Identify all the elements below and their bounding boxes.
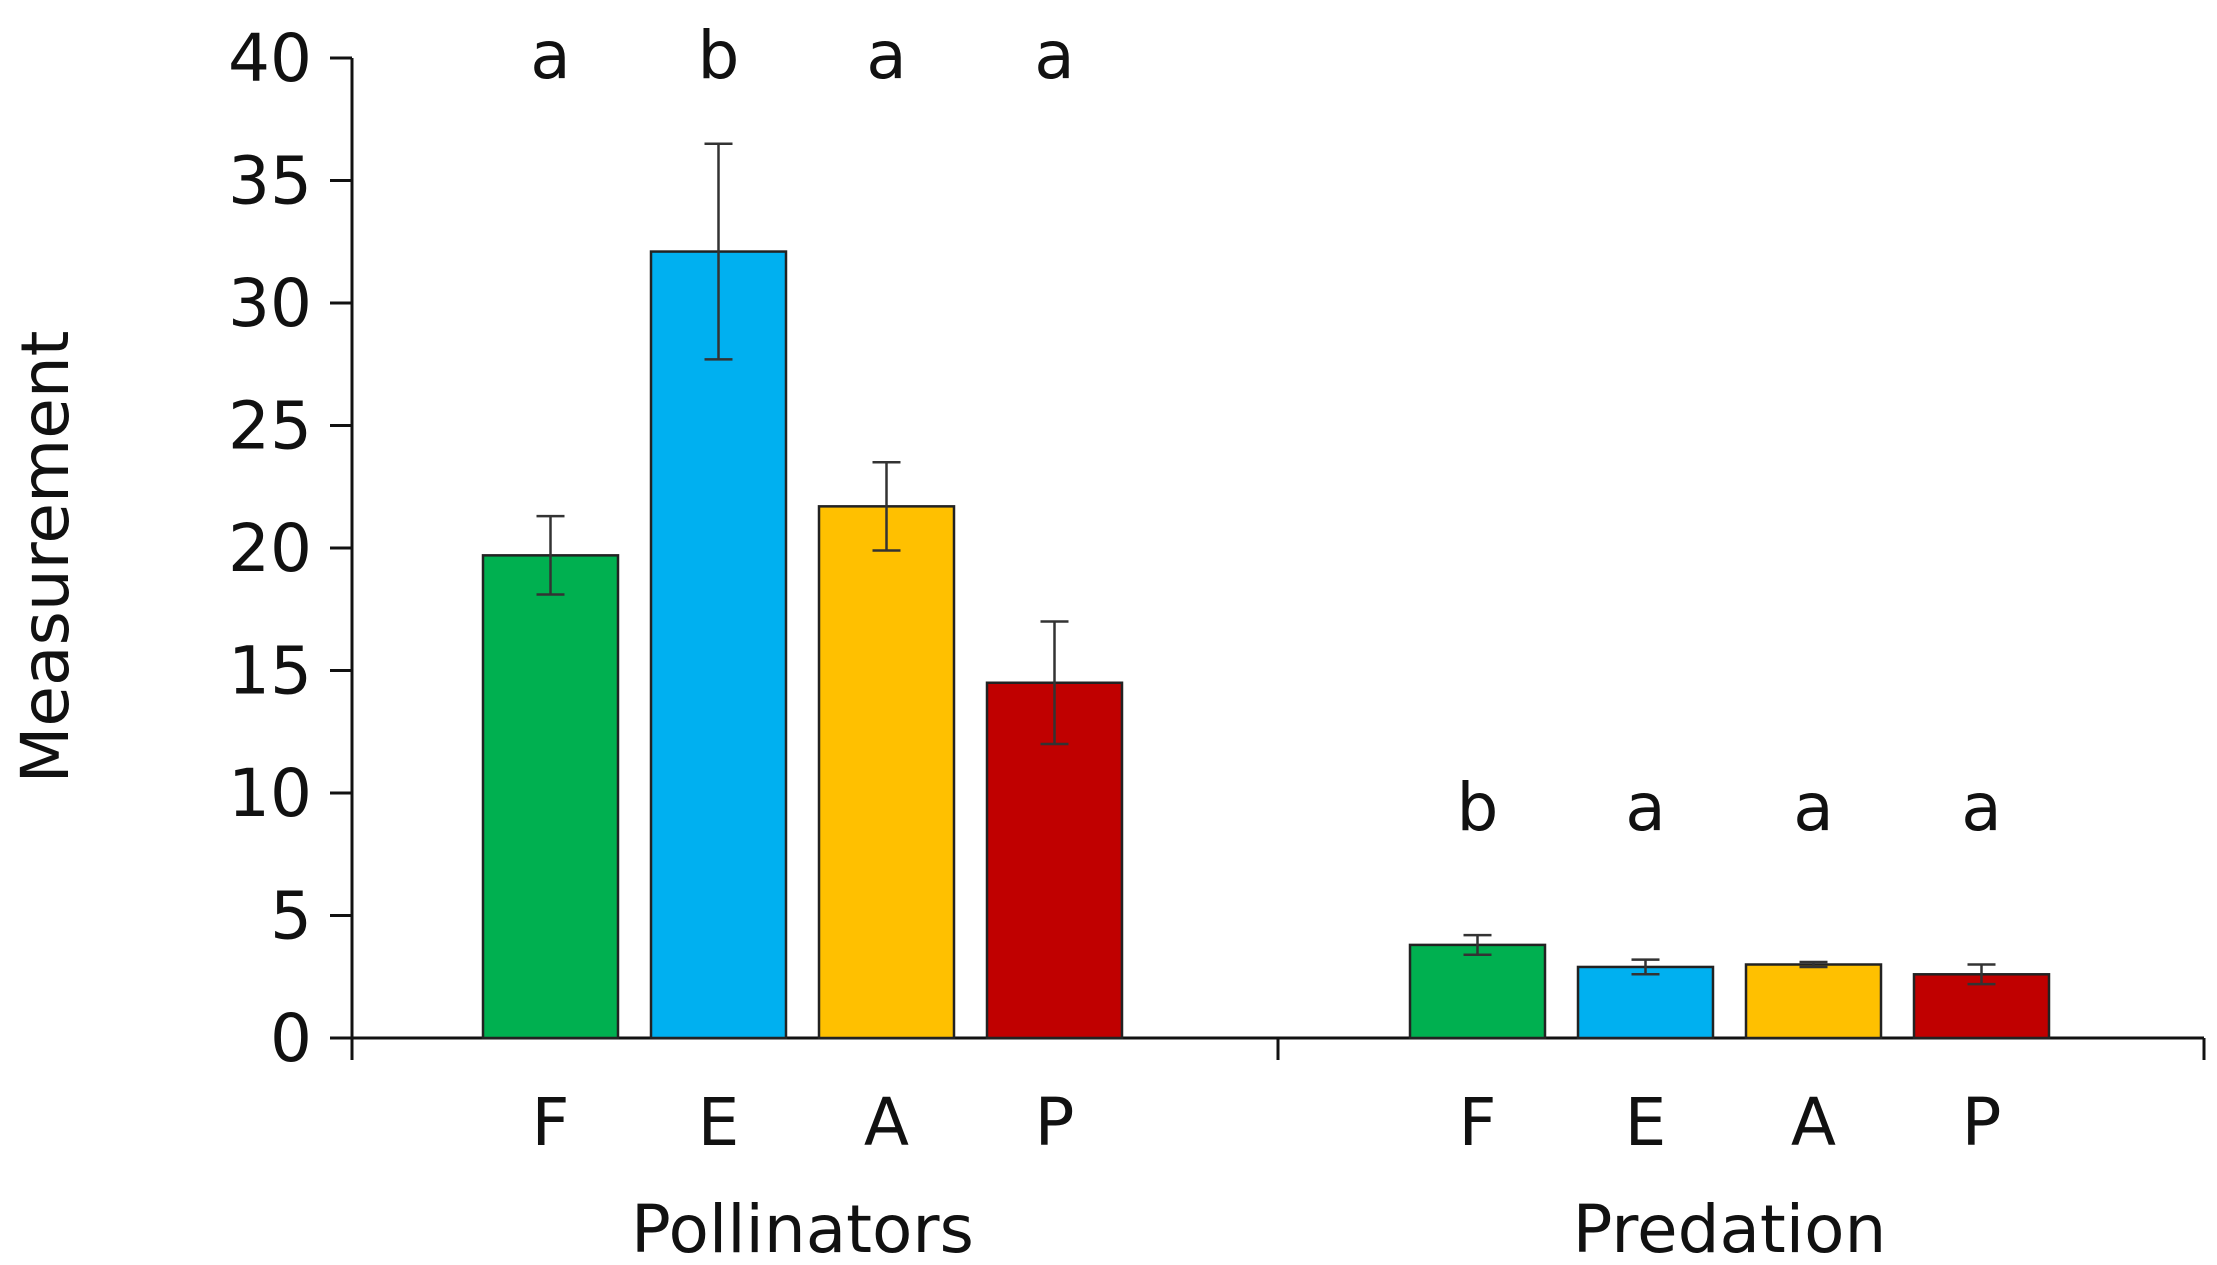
x-category-label: F bbox=[1459, 1084, 1497, 1161]
y-tick-label: 20 bbox=[228, 510, 312, 587]
group-label-predation: Predation bbox=[1573, 1191, 1887, 1265]
y-tick-label: 0 bbox=[270, 1000, 312, 1077]
significance-letter: a bbox=[866, 17, 906, 94]
significance-letter: a bbox=[1961, 769, 2001, 846]
y-tick-label: 10 bbox=[228, 755, 312, 832]
bars bbox=[481, 142, 2051, 1040]
x-category-label: P bbox=[1962, 1084, 2002, 1161]
significance-letter: a bbox=[530, 17, 570, 94]
y-tick-label: 5 bbox=[270, 878, 312, 955]
error-bar bbox=[704, 142, 733, 361]
group-label-pollinators: Pollinators bbox=[631, 1191, 974, 1265]
y-axis-label: Measurement bbox=[7, 330, 84, 783]
x-category-label: E bbox=[1625, 1084, 1667, 1161]
significance-letter: a bbox=[1625, 769, 1665, 846]
error-bar bbox=[1967, 963, 1996, 986]
bar-predation-e bbox=[1576, 965, 1715, 1040]
bar-predation-a bbox=[1744, 963, 1883, 1040]
y-tick-label: 40 bbox=[228, 20, 312, 97]
error-bar bbox=[1799, 960, 1828, 969]
error-bar bbox=[536, 514, 565, 596]
x-category-label: A bbox=[864, 1084, 909, 1161]
significance-letter: a bbox=[1793, 769, 1833, 846]
y-tick-label: 15 bbox=[228, 633, 312, 710]
x-category-label: P bbox=[1035, 1084, 1075, 1161]
y-tick-label: 30 bbox=[228, 265, 312, 342]
x-category-label: E bbox=[698, 1084, 740, 1161]
significance-letter: b bbox=[1457, 769, 1499, 846]
error-bar bbox=[872, 461, 901, 552]
significance-letter: a bbox=[1034, 17, 1074, 94]
x-axis bbox=[350, 1036, 2206, 1060]
x-category-label: A bbox=[1791, 1084, 1836, 1161]
bar-pollinators-e bbox=[649, 250, 788, 1040]
bar-pollinators-f bbox=[481, 554, 620, 1040]
y-tick-label: 35 bbox=[228, 143, 312, 220]
error-bar bbox=[1631, 958, 1660, 976]
error-bar bbox=[1040, 620, 1069, 746]
x-category-label: F bbox=[532, 1084, 570, 1161]
labels: Fa Eb Aa Pa Pollinators Fb Ea Aa Pa Predation bbox=[530, 17, 2001, 1265]
y-axis: 0 5 10 15 20 25 30 35 40 bbox=[228, 20, 354, 1077]
bar-pollinators-a bbox=[817, 505, 956, 1040]
error-bar bbox=[1463, 933, 1492, 956]
y-tick-label: 25 bbox=[228, 388, 312, 465]
significance-letter: b bbox=[698, 17, 740, 94]
bar-predation-f bbox=[1408, 943, 1547, 1040]
